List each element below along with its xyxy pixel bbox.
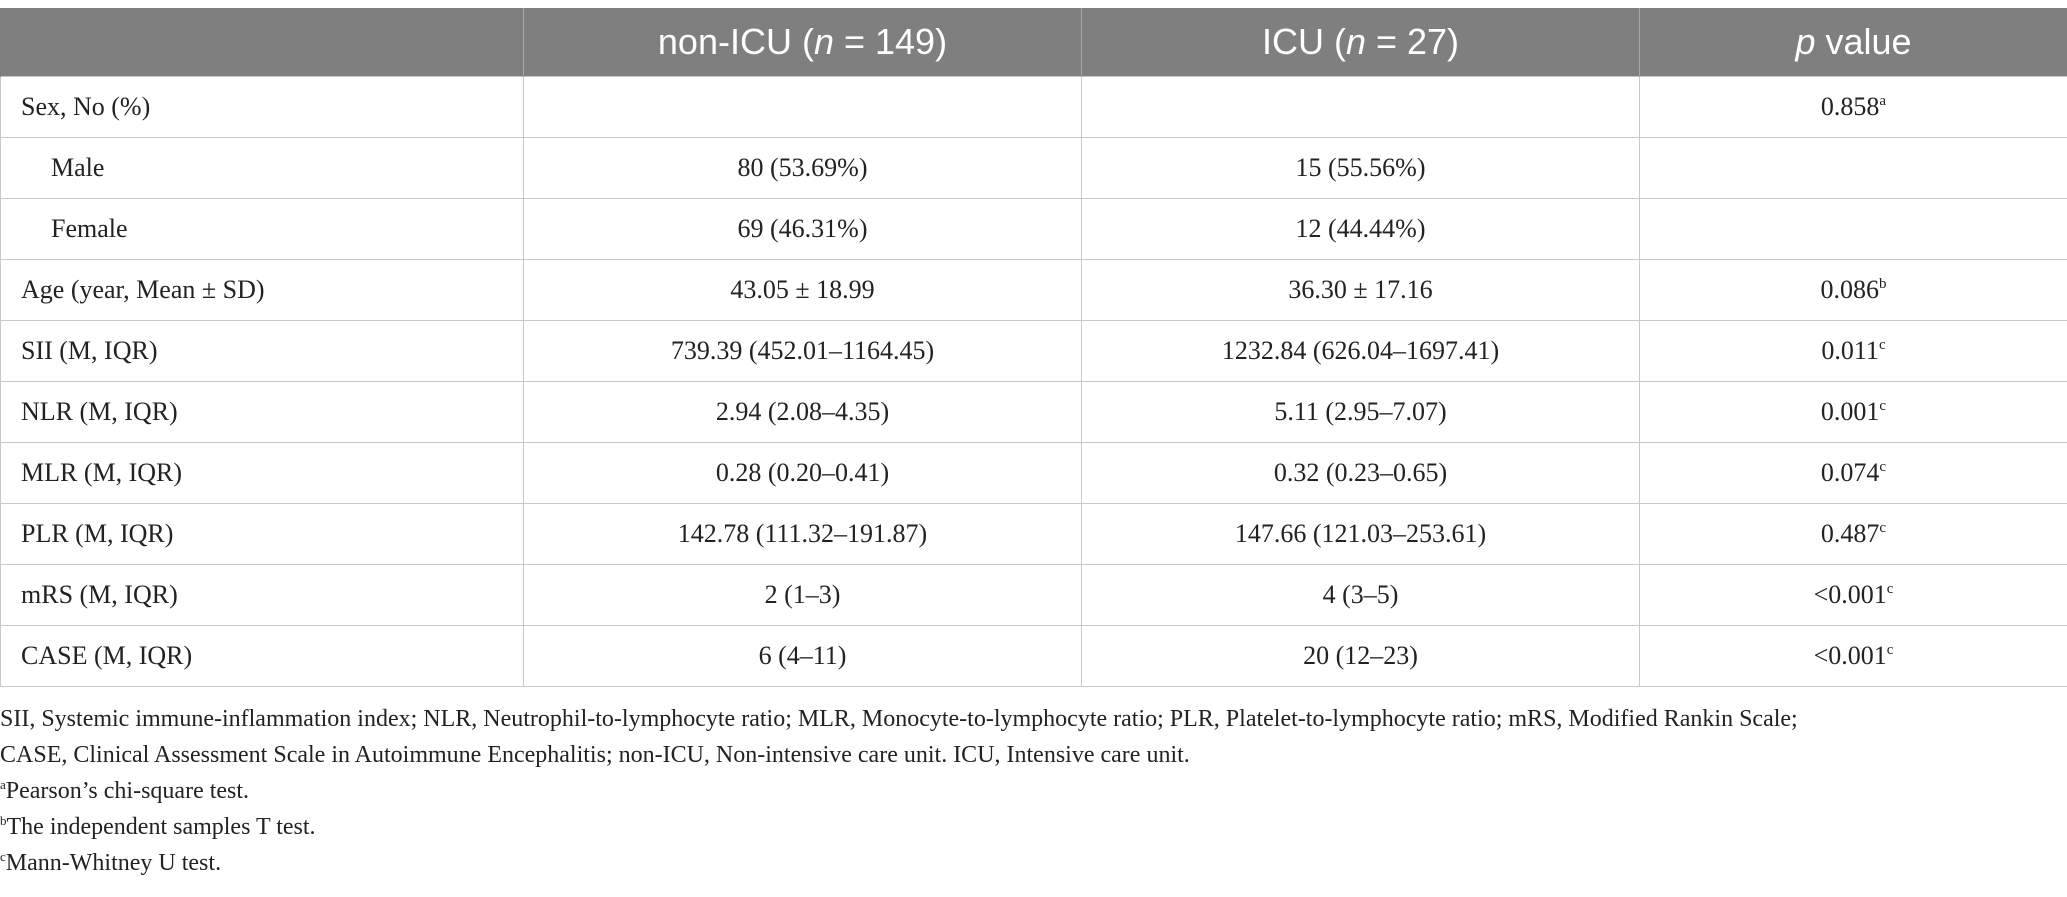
- table-row: SII (M, IQR) 739.39 (452.01–1164.45) 123…: [0, 320, 2067, 382]
- icu-value: 5.11 (2.95–7.07): [1081, 381, 1640, 443]
- row-label: NLR (M, IQR): [0, 381, 524, 443]
- icu-value: 1232.84 (626.04–1697.41): [1081, 320, 1640, 382]
- non-icu-value: 739.39 (452.01–1164.45): [523, 320, 1082, 382]
- p-value-footnote-mark: c: [1886, 642, 1894, 658]
- p-value: [1639, 198, 2067, 260]
- footnote-c-text: Mann-Whitney U test.: [5, 850, 222, 876]
- p-value: 0.487c: [1639, 503, 2067, 565]
- table-row: mRS (M, IQR) 2 (1–3) 4 (3–5) <0.001c: [0, 564, 2067, 626]
- p-value-footnote-mark: c: [1879, 520, 1887, 536]
- p-value-footnote-mark: c: [1886, 581, 1894, 597]
- row-label: CASE (M, IQR): [0, 625, 524, 687]
- p-value: <0.001c: [1639, 564, 2067, 626]
- table-row: Male 80 (53.69%) 15 (55.56%): [0, 137, 2067, 199]
- p-value-text: 0.074: [1820, 458, 1880, 487]
- footnote-b: bThe independent samples T test.: [0, 809, 2067, 845]
- icu-value: 12 (44.44%): [1081, 198, 1640, 260]
- results-table-container: non-ICU (n = 149) ICU (n = 27) p value S…: [0, 8, 2067, 687]
- header-icu-pre: ICU (: [1261, 21, 1346, 62]
- row-label: PLR (M, IQR): [0, 503, 524, 565]
- p-value-text: 0.086: [1820, 275, 1880, 304]
- results-table: non-ICU (n = 149) ICU (n = 27) p value S…: [0, 8, 2067, 687]
- header-p-italic: p: [1795, 21, 1816, 62]
- table-row: Age (year, Mean ± SD) 43.05 ± 18.99 36.3…: [0, 259, 2067, 321]
- non-icu-value: 43.05 ± 18.99: [523, 259, 1082, 321]
- table-body: Sex, No (%) 0.858a Male 80 (53.69%) 15 (…: [0, 76, 2067, 687]
- p-value-text: 0.001: [1820, 397, 1880, 426]
- row-label: Age (year, Mean ± SD): [0, 259, 524, 321]
- table-header: non-ICU (n = 149) ICU (n = 27) p value: [0, 8, 2067, 77]
- p-value: 0.074c: [1639, 442, 2067, 504]
- non-icu-value: 80 (53.69%): [523, 137, 1082, 199]
- header-icu: ICU (n = 27): [1081, 8, 1640, 77]
- p-value-text: <0.001: [1813, 580, 1887, 609]
- non-icu-value: 2.94 (2.08–4.35): [523, 381, 1082, 443]
- p-value-text: 0.011: [1821, 336, 1879, 365]
- non-icu-value: 2 (1–3): [523, 564, 1082, 626]
- p-value-text: 0.858: [1820, 92, 1880, 121]
- header-non-icu-n: n: [813, 21, 834, 62]
- p-value-footnote-mark: c: [1878, 337, 1886, 353]
- p-value-text: <0.001: [1813, 641, 1887, 670]
- table-row: NLR (M, IQR) 2.94 (2.08–4.35) 5.11 (2.95…: [0, 381, 2067, 443]
- header-icu-n: n: [1345, 21, 1366, 62]
- row-label: Female: [0, 198, 524, 260]
- row-label: mRS (M, IQR): [0, 564, 524, 626]
- footnote-a: aPearson’s chi-square test.: [0, 773, 2067, 809]
- p-value-footnote-mark: a: [1879, 93, 1887, 109]
- row-label: SII (M, IQR): [0, 320, 524, 382]
- icu-value: 147.66 (121.03–253.61): [1081, 503, 1640, 565]
- icu-value: [1081, 76, 1640, 138]
- non-icu-value: [523, 76, 1082, 138]
- header-row: non-ICU (n = 149) ICU (n = 27) p value: [0, 8, 2067, 77]
- footnote-a-text: Pearson’s chi-square test.: [5, 778, 250, 804]
- non-icu-value: 6 (4–11): [523, 625, 1082, 687]
- footnote-c: cMann-Whitney U test.: [0, 845, 2067, 881]
- table-row: PLR (M, IQR) 142.78 (111.32–191.87) 147.…: [0, 503, 2067, 565]
- icu-value: 36.30 ± 17.16: [1081, 259, 1640, 321]
- header-p-value: p value: [1639, 8, 2067, 77]
- abbreviations-line-1: SII, Systemic immune-inflammation index;…: [0, 706, 1798, 732]
- table-footnotes: SII, Systemic immune-inflammation index;…: [0, 701, 2067, 881]
- header-p-post: value: [1815, 21, 1912, 62]
- row-label: Sex, No (%): [0, 76, 524, 138]
- table-row: CASE (M, IQR) 6 (4–11) 20 (12–23) <0.001…: [0, 625, 2067, 687]
- icu-value: 0.32 (0.23–0.65): [1081, 442, 1640, 504]
- footnote-b-mark: b: [0, 813, 7, 828]
- p-value-footnote-mark: c: [1879, 459, 1887, 475]
- table-row: MLR (M, IQR) 0.28 (0.20–0.41) 0.32 (0.23…: [0, 442, 2067, 504]
- abbreviations-line-2: CASE, Clinical Assessment Scale in Autoi…: [0, 742, 1190, 768]
- row-label: Male: [0, 137, 524, 199]
- p-value: <0.001c: [1639, 625, 2067, 687]
- p-value: 0.858a: [1639, 76, 2067, 138]
- header-icu-post: = 27): [1365, 21, 1460, 62]
- header-blank-cell: [0, 8, 524, 77]
- non-icu-value: 0.28 (0.20–0.41): [523, 442, 1082, 504]
- header-non-icu-pre: non-ICU (: [657, 21, 814, 62]
- table-row: Female 69 (46.31%) 12 (44.44%): [0, 198, 2067, 260]
- icu-value: 15 (55.56%): [1081, 137, 1640, 199]
- icu-value: 4 (3–5): [1081, 564, 1640, 626]
- p-value-footnote-mark: b: [1879, 276, 1887, 292]
- header-non-icu-post: = 149): [833, 21, 948, 62]
- p-value: [1639, 137, 2067, 199]
- non-icu-value: 142.78 (111.32–191.87): [523, 503, 1082, 565]
- non-icu-value: 69 (46.31%): [523, 198, 1082, 260]
- footnote-a-mark: a: [0, 777, 6, 792]
- table-row: Sex, No (%) 0.858a: [0, 76, 2067, 138]
- row-label: MLR (M, IQR): [0, 442, 524, 504]
- p-value: 0.001c: [1639, 381, 2067, 443]
- footnote-b-text: The independent samples T test.: [6, 814, 316, 840]
- footnote-c-mark: c: [0, 849, 6, 864]
- header-non-icu: non-ICU (n = 149): [523, 8, 1082, 77]
- icu-value: 20 (12–23): [1081, 625, 1640, 687]
- p-value-footnote-mark: c: [1879, 398, 1887, 414]
- p-value: 0.011c: [1639, 320, 2067, 382]
- p-value-text: 0.487: [1820, 519, 1880, 548]
- p-value: 0.086b: [1639, 259, 2067, 321]
